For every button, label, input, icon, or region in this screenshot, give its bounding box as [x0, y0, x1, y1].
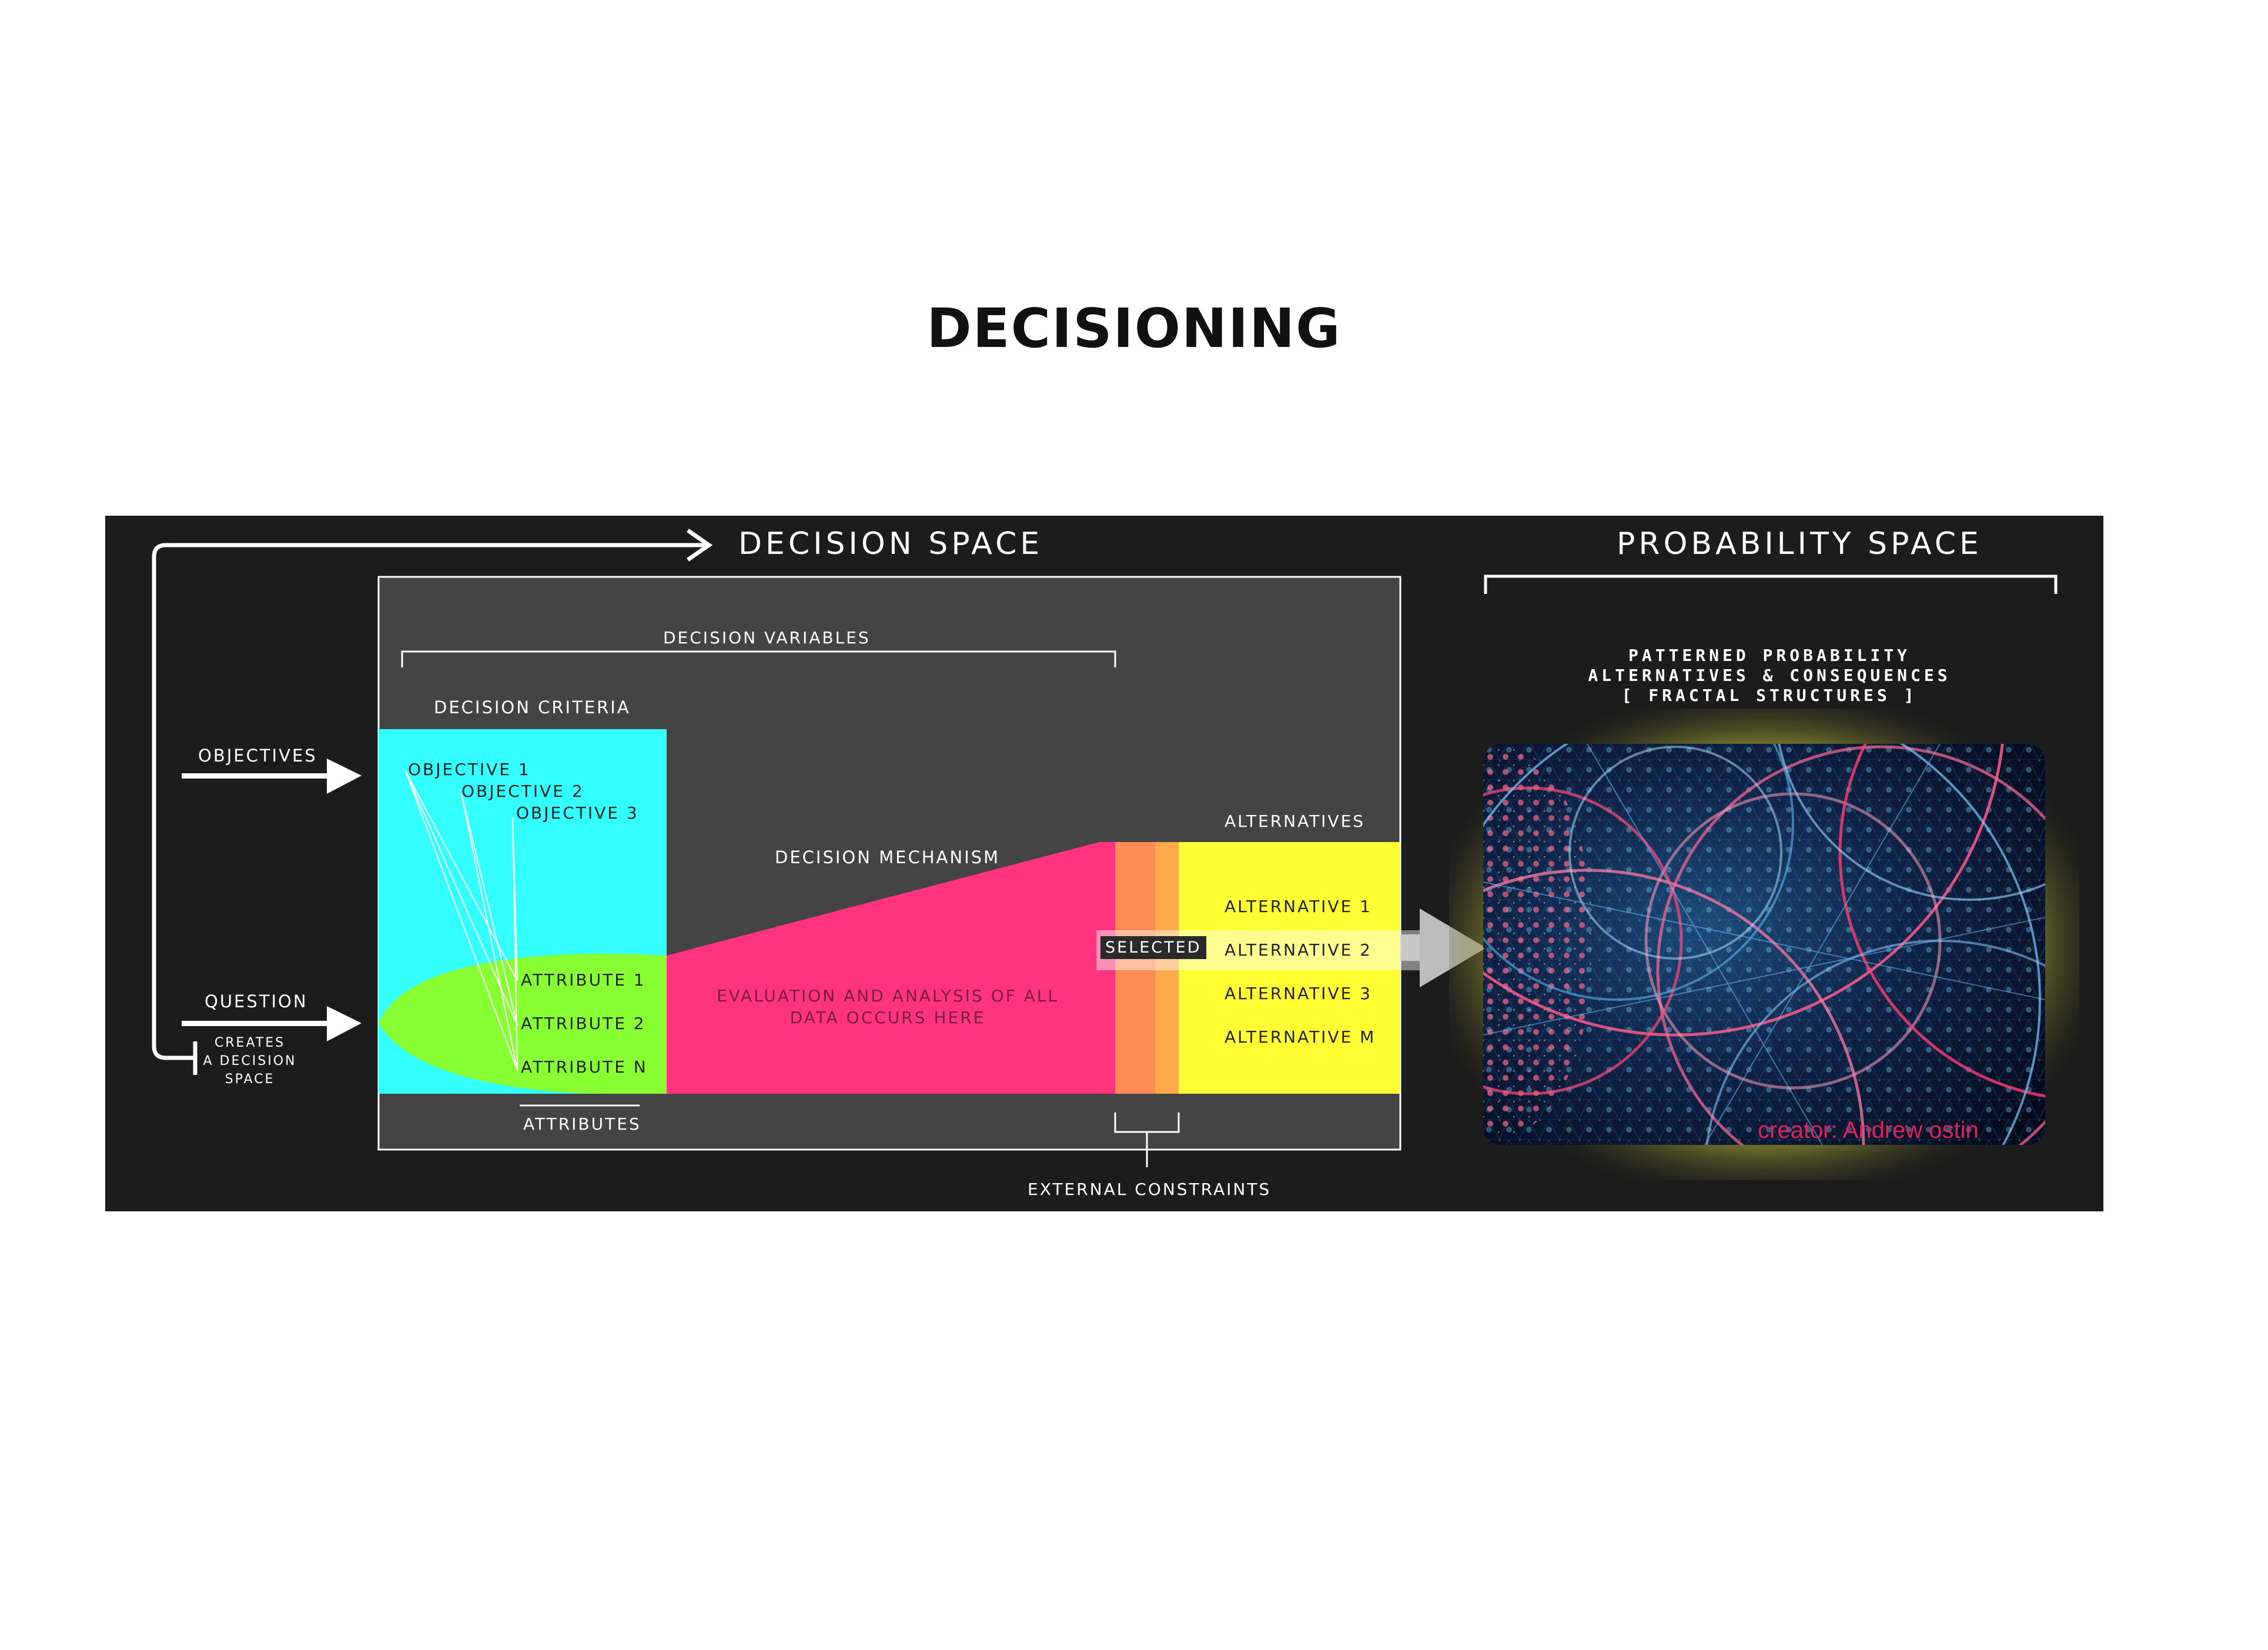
objectives-arrow — [182, 759, 362, 794]
attribute-label: ATTRIBUTE 2 — [521, 1014, 646, 1033]
probability-description: PATTERNED PROBABILITY ALTERNATIVES & CON… — [1528, 646, 2011, 706]
page-title: DECISIONING — [926, 297, 1342, 360]
objective-label: OBJECTIVE 3 — [516, 803, 639, 823]
probability-line: [ FRACTAL STRUCTURES ] — [1621, 686, 1918, 705]
alternatives-block — [1179, 842, 1400, 1094]
creates-line: A DECISION — [203, 1054, 297, 1068]
creates-note: CREATES A DECISION SPACE — [194, 1034, 306, 1088]
alternative-label: ALTERNATIVE M — [1225, 1027, 1376, 1047]
feedback-arrow — [152, 529, 713, 1075]
creates-line: SPACE — [225, 1072, 275, 1087]
decision-mechanism-label: DECISION MECHANISM — [775, 847, 1001, 867]
creates-line: CREATES — [214, 1036, 286, 1050]
selected-badge: SELECTED — [1100, 936, 1206, 959]
objective-label: OBJECTIVE 2 — [461, 781, 584, 801]
mechanism-wedge — [667, 842, 1115, 1094]
image-credit: creator: Andrew ostin — [1758, 1117, 1979, 1143]
objectives-input-label: OBJECTIVES — [198, 746, 317, 766]
external-constraints-label: EXTERNAL CONSTRAINTS — [1028, 1180, 1272, 1199]
decision-space-header: DECISION SPACE — [738, 526, 1043, 562]
evaluation-line: EVALUATION AND ANALYSIS OF ALL — [716, 986, 1059, 1006]
connector-lines — [405, 771, 518, 1071]
probability-line: ALTERNATIVES & CONSEQUENCES — [1588, 666, 1951, 685]
question-arrow — [182, 1006, 362, 1041]
probability-line: PATTERNED PROBABILITY — [1628, 646, 1911, 665]
fractal-image — [1483, 744, 2045, 1145]
alternative-label: ALTERNATIVE 2 — [1225, 940, 1372, 960]
decision-variables-bracket — [401, 650, 1116, 667]
attribute-label: ATTRIBUTE 1 — [521, 970, 646, 990]
attribute-label: ATTRIBUTE N — [521, 1057, 648, 1077]
evaluation-line: DATA OCCURS HERE — [790, 1008, 986, 1027]
alternative-label: ALTERNATIVE 3 — [1225, 984, 1372, 1003]
output-arrow — [1400, 908, 1486, 987]
constraints-bracket — [1114, 1113, 1180, 1167]
constraint-strip-a — [1115, 842, 1155, 1094]
question-input-label: QUESTION — [205, 991, 308, 1011]
decision-criteria-label: DECISION CRITERIA — [434, 697, 631, 717]
objective-label: OBJECTIVE 1 — [408, 760, 531, 779]
attribute-lens — [379, 953, 667, 1094]
alternative-label: ALTERNATIVE 1 — [1225, 897, 1372, 916]
evaluation-text: EVALUATION AND ANALYSIS OF ALL DATA OCCU… — [711, 985, 1064, 1028]
constraint-strip-b — [1155, 842, 1179, 1094]
attributes-label: ATTRIBUTES — [523, 1114, 641, 1134]
alternatives-label: ALTERNATIVES — [1225, 811, 1366, 831]
decision-variables-label: DECISION VARIABLES — [663, 628, 871, 647]
probability-space-header: PROBABILITY SPACE — [1617, 526, 1982, 562]
probability-bracket — [1484, 575, 2058, 594]
